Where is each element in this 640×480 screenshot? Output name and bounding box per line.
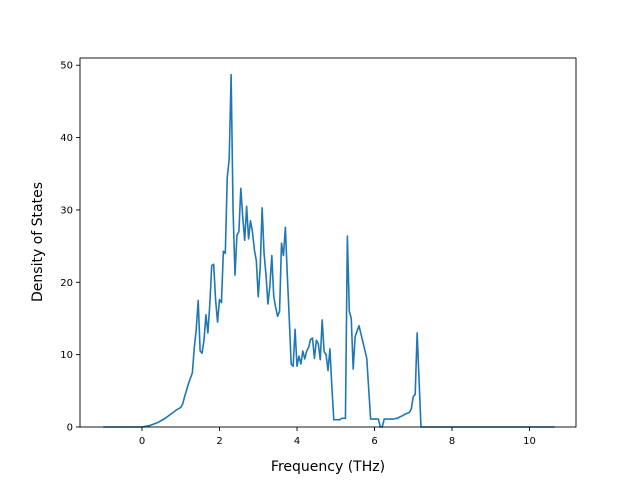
- y-axis-label: Density of States: [30, 182, 46, 302]
- plot-area: [79, 57, 577, 428]
- x-axis-label: Frequency (THz): [271, 459, 385, 475]
- y-tick-label: 10: [60, 350, 73, 361]
- y-tick-label: 20: [60, 278, 73, 289]
- y-tick-label: 0: [67, 423, 73, 434]
- x-axis: 0 2 4 6 8 10: [139, 427, 536, 447]
- y-tick-label: 40: [60, 133, 73, 144]
- y-tick-label: 50: [60, 61, 73, 72]
- y-axis: 0 10 20 30 40 50: [60, 61, 80, 434]
- x-tick-label: 4: [294, 436, 300, 447]
- axes-frame: [79, 57, 577, 428]
- x-tick-label: 6: [371, 436, 377, 447]
- x-tick-label: 0: [139, 436, 145, 447]
- y-tick-label: 30: [60, 205, 73, 216]
- x-tick-label: 8: [449, 436, 455, 447]
- series-line: [103, 73, 555, 428]
- x-tick-label: 10: [523, 436, 536, 447]
- x-tick-label: 2: [216, 436, 222, 447]
